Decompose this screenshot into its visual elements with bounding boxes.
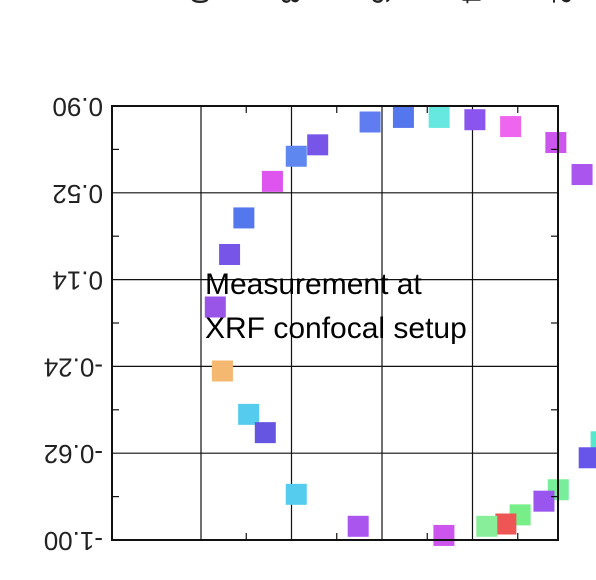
data-point (433, 524, 455, 546)
y-tick-label: 0.14 (52, 266, 103, 296)
y-tick-label: 0.90 (52, 92, 103, 122)
y-tick-label: -0.24 (44, 352, 103, 382)
data-point (500, 116, 522, 138)
data-point (571, 164, 593, 186)
y-tick-label: -0.62 (44, 439, 103, 469)
x-tick-label: -0.18 (276, 0, 306, 4)
data-point (578, 447, 596, 469)
data-point (495, 513, 517, 535)
data-point (204, 296, 226, 318)
data-point (219, 243, 241, 265)
x-tick-label: 0.20 (185, 0, 215, 4)
x-tick-labels: 0.20-0.18-0.56-0.94-1.32-1.70 (185, 0, 577, 4)
data-point (285, 483, 307, 505)
data-point (533, 490, 555, 512)
y-tick-label: -1.00 (44, 526, 103, 556)
data-point (238, 403, 260, 425)
data-point (347, 515, 369, 537)
data-point (428, 106, 450, 128)
data-point (392, 106, 414, 128)
annotation: Measurement at XRF confocal setup (205, 268, 467, 345)
data-point (211, 360, 233, 382)
x-tick-label: -0.94 (457, 0, 487, 4)
y-tick-labels: 0.90 0.52 0.14 -0.24 -0.62 -1.00 (44, 92, 103, 556)
data-point (233, 207, 255, 229)
data-point (285, 145, 307, 167)
data-point (590, 431, 596, 453)
data-point (464, 109, 486, 131)
annotation-line-2: XRF confocal setup (205, 312, 467, 345)
ticks-layer (112, 106, 558, 540)
y-tick-label: 0.52 (52, 179, 103, 209)
grid-layer (112, 106, 558, 540)
data-point (476, 515, 498, 537)
data-point (307, 134, 329, 156)
data-point (359, 111, 381, 133)
data-point (254, 422, 276, 444)
x-tick-label: -0.56 (366, 0, 396, 4)
points-layer (204, 106, 596, 546)
x-tick-label: -1.32 (547, 0, 577, 4)
data-point (261, 170, 283, 192)
data-point (545, 132, 567, 154)
annotation-line-1: Measurement at (205, 268, 422, 301)
